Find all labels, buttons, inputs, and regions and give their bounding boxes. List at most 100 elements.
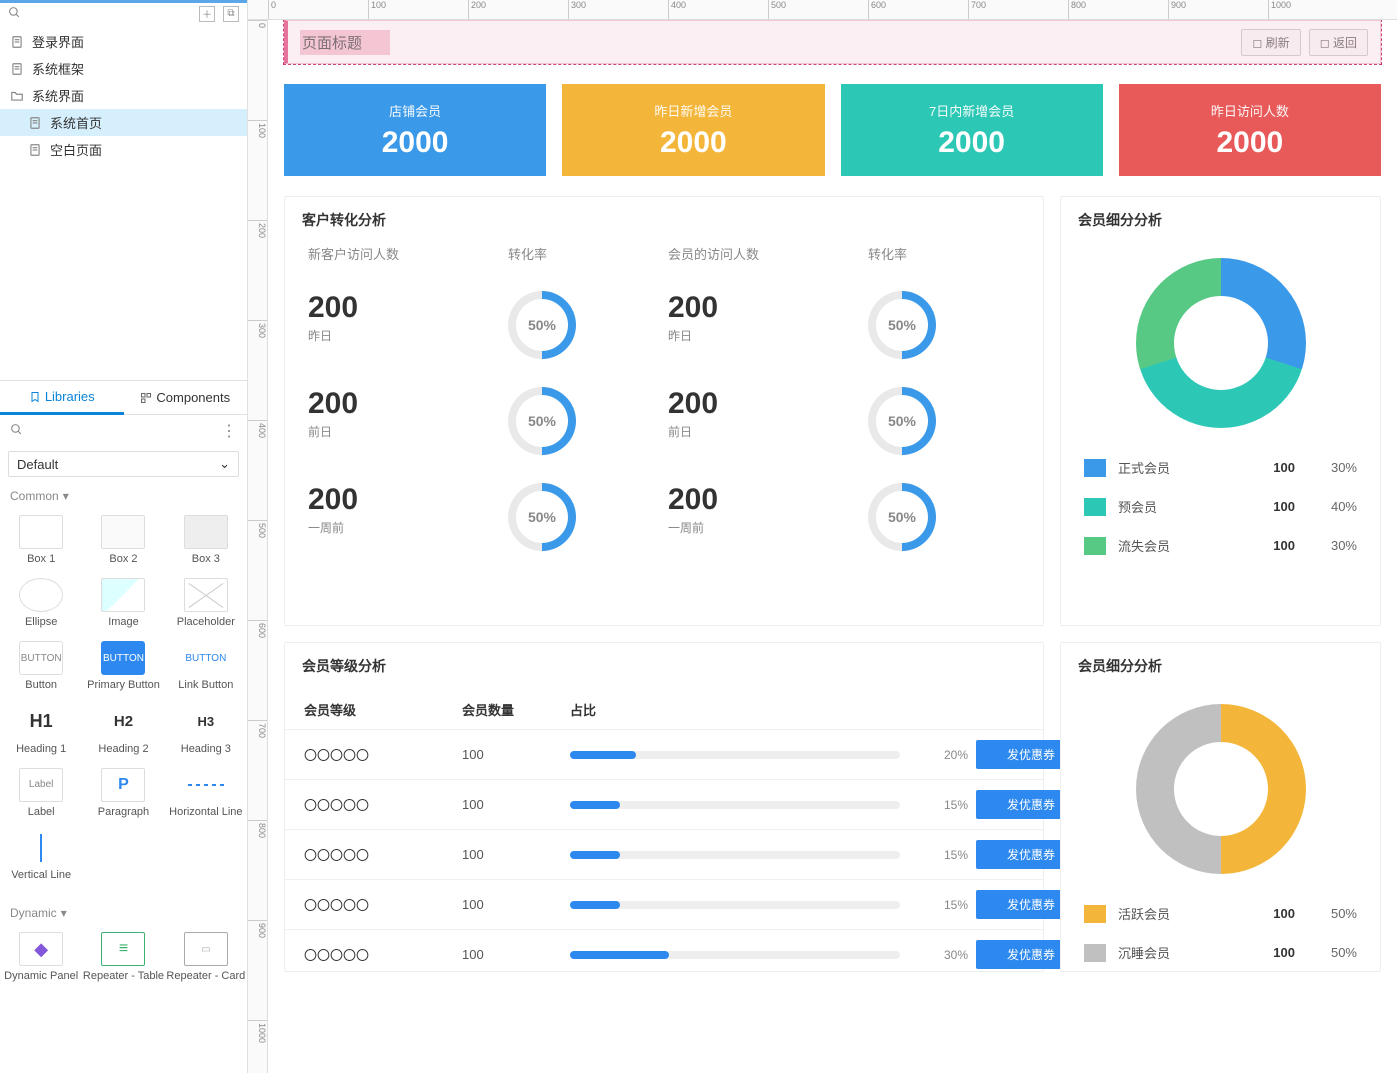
widget-box2[interactable]: Box 2 [82, 511, 164, 570]
page-tree-item[interactable]: 登录界面 [0, 28, 247, 55]
widget-label: Box 2 [109, 553, 137, 566]
widget-label: Heading 1 [16, 743, 66, 756]
widget-ellipse[interactable]: Ellipse [0, 574, 82, 633]
widget-vline[interactable]: Vertical Line [0, 827, 82, 886]
legend-label: 预会员 [1118, 497, 1223, 516]
widget-thumb: H1 [19, 705, 63, 739]
legend-label: 正式会员 [1118, 458, 1223, 477]
legend-row: 预会员10040% [1084, 487, 1357, 526]
column-header: 新客户访问人数 [308, 244, 508, 263]
widget-label: Vertical Line [11, 869, 71, 882]
level-row: 〇〇〇〇〇10015%发优惠券 [284, 779, 1044, 829]
panel-title: 会员细分分析 [1060, 196, 1381, 244]
progress-ring: 50% [508, 483, 576, 551]
refresh-button[interactable]: ◻ 刷新 [1241, 29, 1300, 56]
widget-h1[interactable]: H1 Heading 1 [0, 701, 82, 760]
widget-paragraph[interactable]: Paragraph [82, 764, 164, 823]
widget-label: Repeater - Table [83, 970, 164, 983]
tab-libraries[interactable]: Libraries [0, 381, 124, 415]
widget-thumb [184, 932, 228, 966]
widget-thumb: H2 [101, 705, 145, 739]
widget-thumb: BUTTON [19, 641, 63, 675]
progress-bar [570, 851, 900, 859]
widget-thumb [19, 932, 63, 966]
stat-value: 2000 [938, 126, 1005, 160]
widget-box1[interactable]: Box 1 [0, 511, 82, 570]
legend-label: 活跃会员 [1118, 904, 1223, 923]
design-canvas[interactable]: 页面标题 ◻ 刷新 ◻ 返回 店铺会员2000昨日新增会员20007日内新增会员… [268, 20, 1397, 1073]
progress-ring: 50% [868, 483, 936, 551]
widget-hline[interactable]: Horizontal Line [165, 764, 247, 823]
progress-ring: 50% [508, 291, 576, 359]
metric-cell: 200前日 [308, 387, 508, 455]
widget-thumb [184, 578, 228, 612]
widget-thumb: H3 [184, 705, 228, 739]
level-pct: 15% [908, 848, 968, 862]
widget-link[interactable]: BUTTONLink Button [165, 637, 247, 696]
widget-thumb: BUTTON [101, 641, 145, 675]
widget-h2[interactable]: H2Heading 2 [82, 701, 164, 760]
lib-section-header[interactable]: Common ▾ [0, 481, 247, 507]
library-set-select[interactable]: Default ⌄ [8, 451, 239, 477]
widget-thumb [19, 831, 63, 865]
widget-thumb: BUTTON [184, 641, 228, 675]
level-row: 〇〇〇〇〇10015%发优惠券 [284, 829, 1044, 879]
widget-box3[interactable]: Box 3 [165, 511, 247, 570]
metric-cell: 200昨日 [668, 291, 868, 359]
legend-label: 沉睡会员 [1118, 943, 1223, 962]
lib-search-icon[interactable] [10, 423, 23, 439]
legend-value: 100 [1235, 538, 1295, 553]
page-tree-toolbar: ＋ ⧉ [0, 0, 247, 24]
search-icon[interactable] [8, 6, 21, 22]
panel-segment-2: 会员细分分析 活跃会员10050%沉睡会员10050% [1060, 642, 1381, 972]
legend-pct: 50% [1307, 945, 1357, 960]
metric-cell: 200一周前 [308, 483, 508, 551]
level-pct: 30% [908, 948, 968, 962]
page-tree-item[interactable]: 系统框架 [0, 55, 247, 82]
legend-pct: 30% [1307, 460, 1357, 475]
progress-ring: 50% [868, 291, 936, 359]
column-header: 转化率 [508, 244, 668, 263]
stat-value: 2000 [660, 126, 727, 160]
metric-cell: 200一周前 [668, 483, 868, 551]
widget-image[interactable]: Image [82, 574, 164, 633]
page-tree-item[interactable]: 系统首页 [0, 109, 247, 136]
widget-placeholder[interactable]: Placeholder [165, 574, 247, 633]
col-count: 会员数量 [462, 700, 562, 719]
back-button[interactable]: ◻ 返回 [1309, 29, 1368, 56]
widget-dynpanel[interactable]: Dynamic Panel [0, 928, 82, 987]
page-tree-item[interactable]: 系统界面 [0, 82, 247, 109]
level-pct: 15% [908, 798, 968, 812]
page-icon [10, 62, 24, 76]
legend-row: 沉睡会员10050% [1084, 933, 1357, 972]
tab-components[interactable]: Components [124, 381, 248, 414]
widget-thumb [101, 932, 145, 966]
page-label: 登录界面 [32, 32, 84, 51]
widget-primary[interactable]: BUTTONPrimary Button [82, 637, 164, 696]
page-header[interactable]: 页面标题 ◻ 刷新 ◻ 返回 [284, 20, 1381, 64]
add-folder-icon[interactable]: ⧉ [223, 6, 239, 22]
panel-segment-1: 会员细分分析 正式会员10030%预会员10040%流失会员10030% [1060, 196, 1381, 626]
lib-options-icon[interactable]: ⋮ [221, 421, 237, 441]
progress-bar [570, 901, 900, 909]
legend-value: 100 [1235, 460, 1295, 475]
col-level: 会员等级 [304, 700, 454, 719]
level-name: 〇〇〇〇〇 [304, 845, 454, 864]
legend-label: 流失会员 [1118, 536, 1223, 555]
level-row: 〇〇〇〇〇10015%发优惠券 [284, 879, 1044, 929]
widget-label: Image [108, 616, 139, 629]
widget-h3[interactable]: H3Heading 3 [165, 701, 247, 760]
page-tree-item[interactable]: 空白页面 [0, 136, 247, 163]
level-pct: 15% [908, 898, 968, 912]
lib-section-header[interactable]: Dynamic ▾ [0, 898, 247, 924]
widget-repcard[interactable]: Repeater - Card [165, 928, 247, 987]
page-icon [28, 116, 42, 130]
widget-thumb [184, 768, 228, 802]
widget-reptable[interactable]: Repeater - Table [82, 928, 164, 987]
widget-button[interactable]: BUTTONButton [0, 637, 82, 696]
legend-swatch [1084, 905, 1106, 923]
add-page-icon[interactable]: ＋ [199, 6, 215, 22]
panel-title: 会员等级分析 [284, 642, 1044, 690]
page-icon [10, 35, 24, 49]
widget-label[interactable]: LabelLabel [0, 764, 82, 823]
